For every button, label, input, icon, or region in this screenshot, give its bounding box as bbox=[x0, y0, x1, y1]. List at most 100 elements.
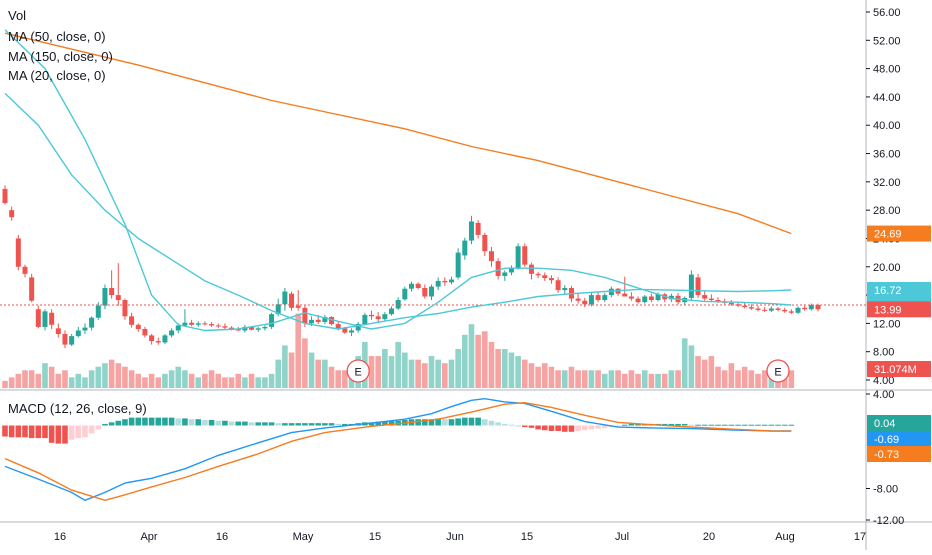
volume-bar bbox=[275, 359, 282, 388]
candle-body bbox=[588, 295, 594, 305]
candle-body bbox=[355, 324, 361, 331]
candle-body bbox=[255, 328, 261, 330]
macd-histogram-bar bbox=[48, 425, 55, 443]
volume-bar bbox=[748, 370, 755, 388]
candle-body bbox=[582, 300, 588, 305]
volume-bar bbox=[162, 373, 168, 388]
macd-histogram-bar bbox=[182, 418, 188, 426]
candle bbox=[728, 300, 734, 306]
earnings-circle bbox=[766, 359, 790, 383]
candle-body bbox=[209, 324, 215, 326]
candle bbox=[129, 312, 135, 328]
candle-body bbox=[788, 311, 794, 313]
candle-body bbox=[642, 296, 648, 303]
macd-histogram-bar bbox=[761, 424, 768, 426]
earnings-circle bbox=[346, 359, 370, 383]
macd-histogram-bar bbox=[728, 424, 735, 426]
candle bbox=[488, 246, 494, 267]
macd-histogram-bar bbox=[781, 424, 788, 426]
candle bbox=[468, 215, 474, 245]
volume-bar bbox=[548, 366, 555, 388]
legend-ma50[interactable]: MA (50, close, 0) bbox=[8, 29, 106, 44]
macd-histogram-bar bbox=[215, 420, 222, 426]
candle-body bbox=[808, 304, 814, 310]
price-badge: 16.72 bbox=[867, 281, 931, 298]
macd-histogram-bar bbox=[595, 425, 601, 429]
time-tick-label: 20 bbox=[703, 531, 715, 543]
candle bbox=[542, 272, 548, 281]
legend-ma150[interactable]: MA (150, close, 0) bbox=[8, 49, 113, 64]
volume-bar bbox=[675, 370, 681, 388]
candle bbox=[69, 334, 75, 347]
macd-histogram-bar bbox=[62, 425, 68, 444]
volume-bar bbox=[82, 377, 88, 388]
macd-histogram-bar bbox=[615, 425, 621, 427]
candle-body bbox=[522, 246, 528, 265]
macd-histogram-bar bbox=[135, 417, 142, 426]
volume-bar bbox=[315, 359, 322, 388]
price-badge-bg bbox=[867, 301, 931, 318]
macd-histogram-bar bbox=[701, 424, 708, 426]
volume-bar bbox=[155, 377, 162, 388]
macd-histogram-bar bbox=[375, 421, 381, 426]
macd-histogram-bar bbox=[741, 424, 748, 426]
candle bbox=[142, 326, 148, 338]
candle-body bbox=[688, 274, 694, 298]
volume-bar bbox=[15, 373, 22, 388]
volume-bar bbox=[2, 380, 8, 388]
candle bbox=[442, 277, 448, 286]
legend-macd[interactable]: MACD (12, 26, close, 9) bbox=[8, 401, 147, 416]
volume-bar bbox=[495, 349, 501, 388]
volume-bar bbox=[628, 370, 635, 388]
volume-bar bbox=[75, 373, 82, 388]
candle bbox=[482, 232, 488, 257]
time-tick-label: 15 bbox=[369, 531, 381, 543]
candle-body bbox=[289, 293, 295, 308]
candle-body bbox=[462, 240, 468, 256]
macd-histogram-bar bbox=[528, 425, 535, 428]
macd-histogram-bar bbox=[148, 417, 155, 426]
macd-histogram-bar bbox=[342, 423, 348, 426]
candle bbox=[355, 321, 361, 333]
macd-histogram-bar bbox=[128, 417, 135, 426]
candle bbox=[782, 307, 788, 313]
candle-body bbox=[635, 298, 641, 303]
candle bbox=[55, 323, 61, 338]
candle-body bbox=[602, 295, 608, 301]
candle-body bbox=[129, 316, 135, 325]
macd-tick-label: -8.00 bbox=[873, 484, 898, 496]
candle bbox=[475, 220, 481, 239]
legend-ma20[interactable]: MA (20, close, 0) bbox=[8, 68, 106, 83]
candle-body bbox=[82, 327, 88, 331]
macd-histogram-bar bbox=[561, 425, 568, 432]
earnings-marker: E bbox=[766, 359, 790, 383]
candle-body bbox=[768, 308, 774, 311]
price-tick-label: 28.00 bbox=[873, 205, 901, 217]
time-tick-label: May bbox=[293, 531, 314, 543]
candle bbox=[555, 277, 561, 293]
macd-histogram-bar bbox=[681, 423, 688, 426]
candle bbox=[22, 264, 28, 278]
candle bbox=[642, 295, 648, 304]
macd-tick-label: -12.00 bbox=[873, 515, 904, 527]
macd-histogram-bar bbox=[188, 419, 195, 426]
price-candles bbox=[0, 185, 866, 349]
volume-bar bbox=[62, 370, 68, 388]
candle bbox=[82, 323, 88, 334]
candle-body bbox=[402, 288, 408, 300]
macd-histogram-bar bbox=[755, 424, 761, 426]
time-tick-label: Jun bbox=[446, 531, 464, 543]
candle bbox=[389, 306, 395, 316]
macd-pane bbox=[2, 397, 795, 502]
macd-histogram-bar bbox=[175, 418, 182, 426]
volume-bar bbox=[68, 377, 75, 388]
volume-bar bbox=[248, 373, 255, 388]
candle-body bbox=[29, 277, 35, 301]
volume-bar bbox=[608, 370, 615, 388]
ma-line bbox=[4, 29, 792, 332]
legend-vol[interactable]: Vol bbox=[8, 8, 27, 23]
